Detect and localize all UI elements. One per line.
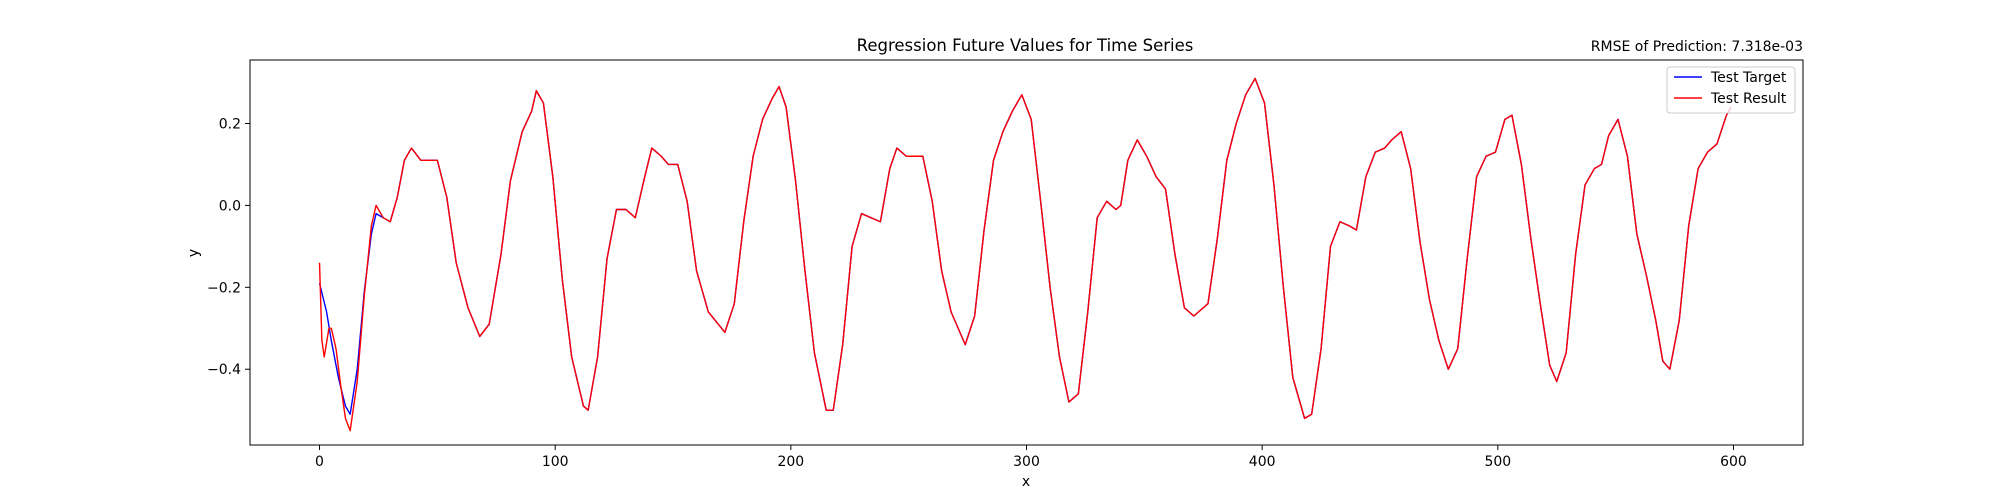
- legend: Test Target Test Result: [1666, 66, 1796, 114]
- y-tick-label: −0.4: [207, 362, 241, 378]
- series-line-test-result: [318, 77, 1732, 432]
- y-tick-label: −0.2: [207, 280, 241, 296]
- x-tick-label: 600: [1720, 454, 1747, 470]
- x-tick-label: 300: [1013, 454, 1040, 470]
- x-axis-label: x: [1022, 474, 1030, 490]
- x-tick-label: 0: [315, 454, 324, 470]
- chart-title: Regression Future Values for Time Series: [857, 36, 1194, 55]
- legend-box: [1666, 66, 1796, 114]
- x-axis: 0 100 200 300 400 500 600: [315, 445, 1747, 470]
- x-tick-label: 100: [542, 454, 569, 470]
- y-axis-label: y: [186, 249, 202, 257]
- series-layer: [318, 77, 1732, 432]
- legend-label: Test Target: [1710, 70, 1787, 86]
- x-tick-label: 500: [1484, 454, 1511, 470]
- legend-label: Test Result: [1710, 91, 1787, 107]
- y-tick-label: 0.2: [219, 116, 241, 132]
- x-tick-label: 400: [1249, 454, 1276, 470]
- y-tick-label: 0.0: [219, 198, 241, 214]
- x-tick-label: 200: [777, 454, 804, 470]
- y-axis: −0.4 −0.2 0.0 0.2: [207, 116, 250, 378]
- legend-items: Test Target Test Result: [1674, 70, 1787, 107]
- rmse-annotation: RMSE of Prediction: 7.318e-03: [1591, 39, 1803, 55]
